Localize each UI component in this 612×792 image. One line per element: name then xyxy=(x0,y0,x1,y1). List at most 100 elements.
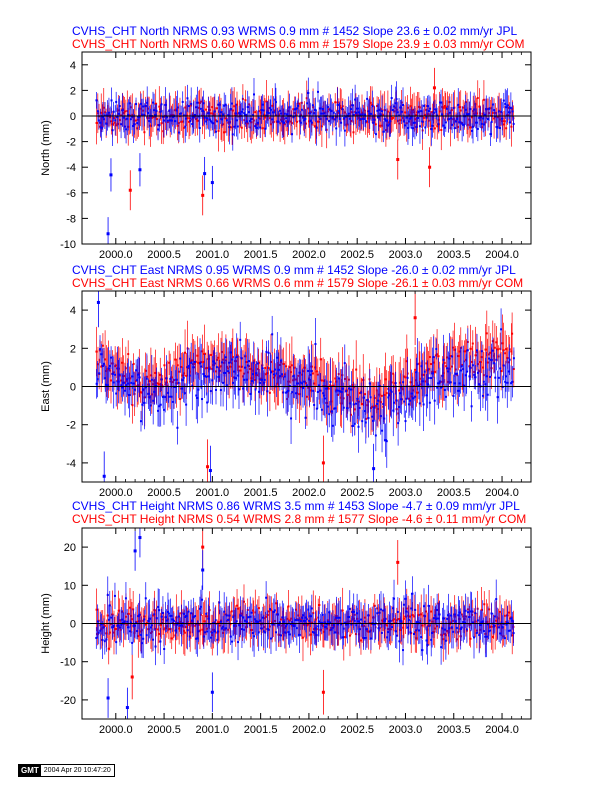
data-point xyxy=(110,616,113,619)
data-point xyxy=(373,623,376,626)
data-point xyxy=(215,366,218,369)
data-point xyxy=(235,119,238,122)
data-point xyxy=(367,614,370,617)
data-point xyxy=(208,118,211,121)
data-point xyxy=(482,117,485,120)
data-point xyxy=(358,113,361,116)
data-point xyxy=(495,619,498,622)
data-point xyxy=(493,117,496,120)
data-point xyxy=(485,635,488,638)
data-point xyxy=(95,121,98,124)
data-point xyxy=(450,614,453,617)
data-point xyxy=(345,115,348,118)
data-point xyxy=(170,614,173,617)
y-tick-label: -4 xyxy=(66,458,76,470)
data-point xyxy=(498,127,501,130)
data-point xyxy=(304,117,307,120)
data-point xyxy=(360,391,363,394)
data-points xyxy=(95,67,515,244)
data-point xyxy=(136,122,139,125)
data-point xyxy=(361,623,364,626)
data-point xyxy=(222,625,225,628)
data-point xyxy=(351,384,354,387)
data-point xyxy=(464,609,467,612)
data-point xyxy=(402,603,405,606)
y-tick-label: -4 xyxy=(66,162,76,174)
data-point xyxy=(431,372,434,375)
data-point xyxy=(180,624,183,627)
data-point xyxy=(123,620,126,623)
outlier-point xyxy=(321,461,325,465)
data-point xyxy=(198,127,201,130)
data-point xyxy=(471,364,474,367)
data-point xyxy=(116,367,119,370)
data-point xyxy=(430,363,433,366)
data-point xyxy=(352,131,355,134)
y-tick-label: -10 xyxy=(60,239,76,251)
data-point xyxy=(233,105,236,108)
data-point xyxy=(201,110,204,113)
data-point xyxy=(141,403,144,406)
data-point xyxy=(501,342,504,345)
data-point xyxy=(424,113,427,116)
data-point xyxy=(175,623,178,626)
data-point xyxy=(242,387,245,390)
east-panel: 2000.0 2000.5 2001.0 2001.5 2002.0 2002.5 2003… xyxy=(40,290,532,499)
data-point xyxy=(319,621,322,624)
data-point xyxy=(287,389,290,392)
data-point xyxy=(191,123,194,126)
data-point xyxy=(283,626,286,629)
data-point xyxy=(134,380,137,383)
data-point xyxy=(312,389,315,392)
data-point xyxy=(259,619,262,622)
data-point xyxy=(420,613,423,616)
data-point xyxy=(186,117,189,120)
data-point xyxy=(390,117,393,120)
data-point xyxy=(441,634,444,637)
data-point xyxy=(457,103,460,106)
outlier-point xyxy=(201,193,205,197)
data-point xyxy=(216,638,219,641)
data-point xyxy=(124,615,127,618)
data-point xyxy=(263,378,266,381)
data-point xyxy=(178,370,181,373)
x-tick-label: 2003.0 xyxy=(389,487,423,499)
data-point xyxy=(331,624,334,627)
data-point xyxy=(378,384,381,387)
data-point xyxy=(387,631,390,634)
data-point xyxy=(420,636,423,639)
data-point xyxy=(164,616,167,619)
x-tick-label: 2001.0 xyxy=(196,249,230,261)
data-point xyxy=(503,637,506,640)
data-point xyxy=(495,125,498,128)
data-point xyxy=(500,623,503,626)
data-point xyxy=(490,358,493,361)
data-point xyxy=(195,106,198,109)
data-point xyxy=(428,619,431,622)
data-point xyxy=(229,108,232,111)
data-point xyxy=(142,388,145,391)
data-point xyxy=(311,372,314,375)
data-point xyxy=(261,103,264,106)
data-point xyxy=(189,120,192,123)
data-point xyxy=(105,370,108,373)
data-point xyxy=(206,401,209,404)
y-axis-label: North (mm) xyxy=(40,120,52,176)
data-point xyxy=(243,112,246,115)
data-point xyxy=(185,117,188,120)
data-point xyxy=(494,376,497,379)
data-point xyxy=(180,365,183,368)
data-point xyxy=(507,111,510,114)
data-point xyxy=(493,109,496,112)
data-point xyxy=(112,381,115,384)
data-point xyxy=(200,365,203,368)
data-point xyxy=(491,349,494,352)
data-points xyxy=(95,528,515,719)
data-point xyxy=(266,390,269,393)
data-point xyxy=(128,630,131,633)
data-point xyxy=(232,616,235,619)
data-point xyxy=(106,593,109,596)
data-point xyxy=(165,116,168,119)
data-point xyxy=(184,106,187,109)
data-point xyxy=(217,103,220,106)
